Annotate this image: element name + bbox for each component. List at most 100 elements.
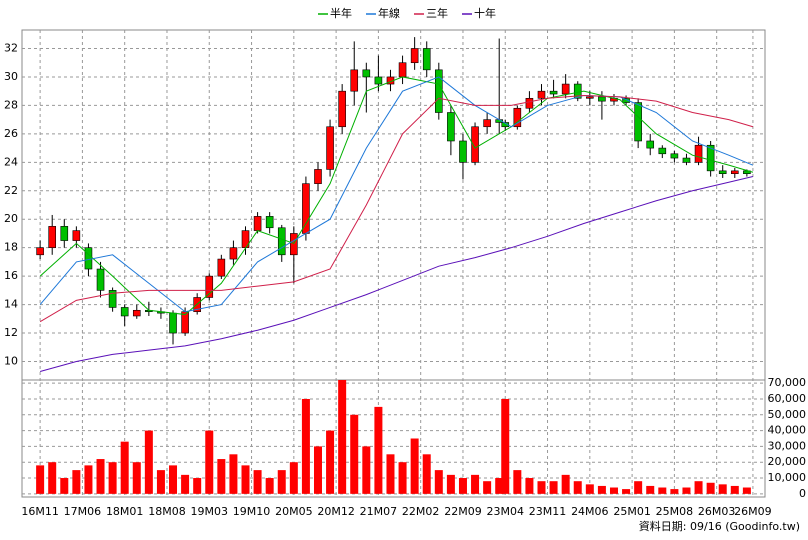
candle-body bbox=[670, 153, 679, 159]
volume-bar bbox=[313, 446, 322, 494]
x-tick-label: 22M09 bbox=[444, 505, 482, 518]
candle-body bbox=[290, 233, 298, 256]
volume-bar bbox=[132, 462, 141, 494]
candle-body bbox=[217, 258, 226, 277]
volume-bar bbox=[398, 462, 407, 494]
x-tick-label: 20M05 bbox=[275, 505, 313, 518]
volume-bar bbox=[48, 462, 57, 494]
candle-body bbox=[598, 96, 606, 102]
candle-body bbox=[718, 170, 727, 174]
volume-bar bbox=[670, 489, 679, 494]
candle-body bbox=[205, 275, 214, 298]
candle-body bbox=[459, 140, 467, 163]
candle-body bbox=[447, 112, 455, 142]
volume-bar bbox=[513, 470, 522, 494]
volume-bar bbox=[525, 478, 534, 494]
candle-body bbox=[338, 90, 346, 128]
candle-body bbox=[537, 90, 546, 99]
legend-label: 三年 bbox=[426, 6, 448, 20]
y2-tick-label: 40,000 bbox=[768, 424, 807, 437]
candle-body bbox=[513, 107, 522, 128]
candle-body bbox=[253, 216, 262, 231]
y2-tick-label: 70,000 bbox=[768, 376, 807, 389]
volume-bar bbox=[694, 481, 703, 494]
candle-body bbox=[525, 97, 534, 109]
candle-body bbox=[374, 76, 383, 85]
volume-bar bbox=[72, 470, 81, 494]
candle-body bbox=[362, 69, 371, 78]
y2-tick-label: 30,000 bbox=[768, 439, 807, 452]
volume-bar bbox=[193, 478, 202, 494]
x-tick-label: 21M07 bbox=[360, 505, 398, 518]
candle-body bbox=[120, 307, 129, 317]
volume-bar bbox=[458, 478, 467, 494]
x-tick-label: 23M11 bbox=[529, 505, 567, 518]
candle-body bbox=[694, 144, 703, 163]
x-tick-label: 16M11 bbox=[21, 505, 59, 518]
candle-body bbox=[471, 126, 479, 163]
candle-body bbox=[422, 48, 431, 71]
candle-body bbox=[84, 247, 93, 270]
candle-body bbox=[501, 122, 510, 128]
volume-bar bbox=[36, 465, 45, 494]
candle-body bbox=[561, 83, 570, 95]
volume-bar bbox=[289, 462, 298, 494]
volume-bar bbox=[265, 478, 274, 494]
volume-bar bbox=[682, 487, 691, 494]
legend-label: 半年 bbox=[330, 6, 352, 20]
plot-frame bbox=[21, 29, 766, 498]
volume-bar bbox=[362, 446, 371, 494]
volume-bar bbox=[217, 459, 226, 494]
x-tick-label: 18M01 bbox=[106, 505, 144, 518]
volume-bar bbox=[573, 481, 582, 494]
volume-bar bbox=[181, 474, 190, 494]
candle-body bbox=[72, 230, 81, 241]
x-tick-label: 23M04 bbox=[487, 505, 525, 518]
x-tick-label: 24M06 bbox=[571, 505, 609, 518]
footer: 資料日期: 09/16 (Goodinfo.tw) bbox=[639, 519, 800, 533]
y-tick-label: 26 bbox=[4, 127, 18, 140]
candle-body bbox=[302, 183, 310, 234]
volume-bar bbox=[169, 465, 178, 494]
candle-body bbox=[96, 268, 105, 291]
candle-body bbox=[706, 144, 715, 172]
y-tick-label: 16 bbox=[4, 269, 18, 282]
volume-bar bbox=[60, 478, 69, 494]
candle-body bbox=[549, 90, 558, 95]
volume-bar bbox=[742, 487, 751, 494]
volume-bar bbox=[446, 474, 455, 494]
volume-bar bbox=[434, 470, 443, 494]
candle-body bbox=[60, 226, 69, 241]
candle-body bbox=[586, 96, 594, 99]
ma-line bbox=[39, 76, 754, 313]
candle-body bbox=[326, 126, 334, 170]
candle-body bbox=[36, 247, 44, 256]
x-tick-label: 25M08 bbox=[656, 505, 694, 518]
volume-bar bbox=[537, 481, 546, 494]
volume-bar bbox=[646, 485, 655, 494]
volume-bar bbox=[277, 470, 286, 494]
volume-bar bbox=[120, 441, 129, 494]
x-tick-label: 18M08 bbox=[148, 505, 186, 518]
volume-bar bbox=[609, 487, 618, 494]
volume-bar bbox=[501, 398, 510, 494]
y-tick-label: 14 bbox=[4, 298, 18, 311]
volume-bar bbox=[84, 465, 93, 494]
volume-bar bbox=[205, 430, 214, 494]
x-tick-label: 26M03 bbox=[698, 505, 736, 518]
candle-body bbox=[132, 309, 141, 317]
candle-body bbox=[314, 169, 322, 184]
volume-bar bbox=[144, 430, 153, 494]
volume-bar bbox=[718, 484, 727, 494]
candle-body bbox=[682, 157, 691, 163]
volume-bar bbox=[156, 470, 165, 494]
y-tick-label: 22 bbox=[4, 184, 18, 197]
candle-body bbox=[350, 69, 359, 92]
candle-body bbox=[265, 216, 274, 229]
volume-bar bbox=[350, 414, 359, 494]
volume-bar bbox=[634, 481, 643, 494]
volume-bar bbox=[561, 474, 570, 494]
volume-bar bbox=[549, 481, 558, 494]
y-tick-label: 12 bbox=[4, 326, 18, 339]
